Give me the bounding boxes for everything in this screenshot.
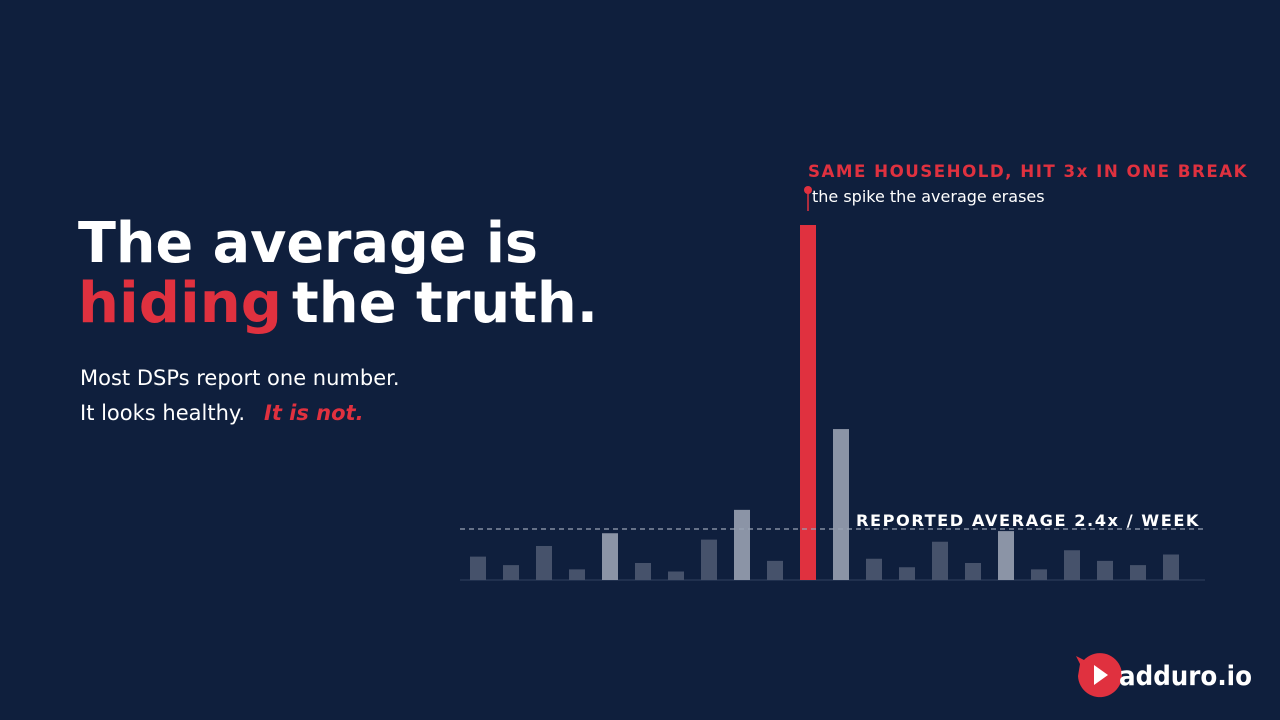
headline: The average is bbox=[78, 211, 538, 276]
bar bbox=[932, 541, 948, 580]
bar bbox=[1163, 554, 1179, 580]
bar bbox=[1130, 565, 1146, 580]
bar bbox=[569, 569, 585, 580]
logo: adduro.io bbox=[1076, 653, 1252, 698]
bar bbox=[1031, 569, 1047, 580]
bar bbox=[734, 509, 750, 580]
bar bbox=[635, 562, 651, 580]
bar bbox=[833, 429, 849, 580]
headline: the truth. bbox=[292, 271, 598, 336]
bar bbox=[800, 225, 816, 580]
bar bbox=[899, 567, 915, 580]
bar bbox=[668, 571, 684, 580]
subtitle: Most DSPs report one number. bbox=[80, 366, 400, 390]
subtitle: It looks healthy. bbox=[80, 401, 245, 425]
bar bbox=[602, 533, 618, 580]
annotation-sub: the spike the average erases bbox=[812, 187, 1045, 206]
bar bbox=[1097, 560, 1113, 580]
bar bbox=[701, 539, 717, 580]
logo-text: adduro.io bbox=[1119, 661, 1252, 692]
bar bbox=[503, 565, 519, 580]
bar bbox=[998, 531, 1014, 580]
subtitle-emphasis: It is not. bbox=[264, 401, 364, 425]
headline-highlight: hiding bbox=[78, 271, 282, 336]
bar bbox=[767, 560, 783, 580]
bar bbox=[1064, 550, 1080, 580]
bar bbox=[470, 556, 486, 580]
bar bbox=[536, 545, 552, 580]
annotation: SAME HOUSEHOLD, HIT 3x IN ONE BREAK bbox=[808, 162, 1248, 182]
average-label: REPORTED AVERAGE 2.4x / WEEK bbox=[856, 511, 1200, 530]
bar bbox=[866, 558, 882, 580]
logo-play bbox=[1094, 665, 1108, 685]
bar bbox=[965, 562, 981, 580]
